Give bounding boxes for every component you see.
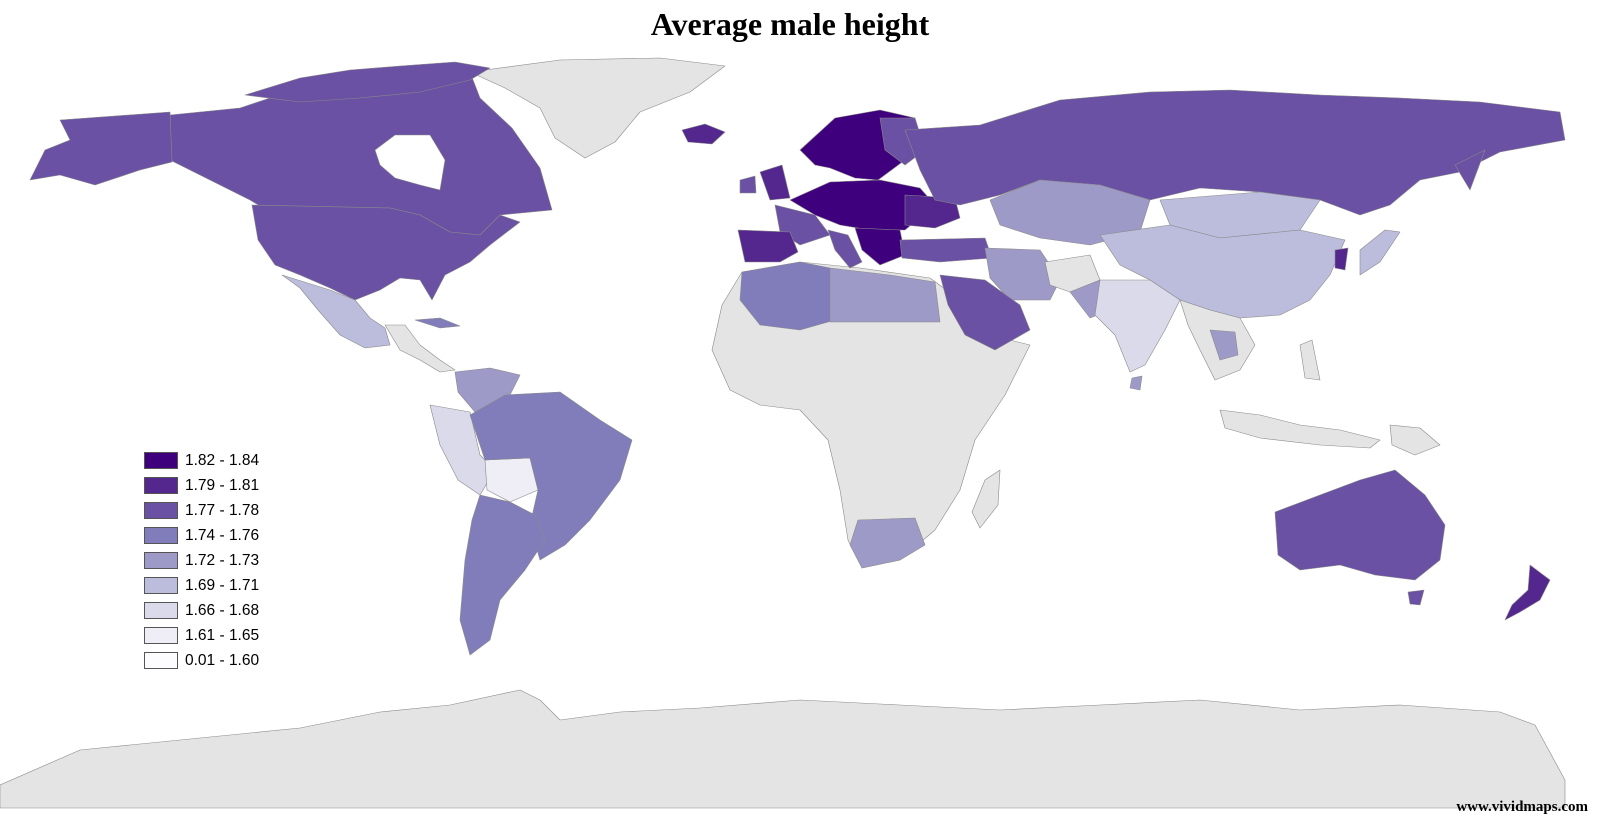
source-credit: www.vividmaps.com <box>1456 799 1588 815</box>
legend-label: 1.74 - 1.76 <box>185 526 260 544</box>
legend: 1.82 - 1.84 1.79 - 1.81 1.77 - 1.78 1.74… <box>144 448 259 673</box>
region-antarctica <box>0 689 1566 809</box>
legend-item: 1.77 - 1.78 <box>144 498 259 523</box>
region-central-america <box>384 324 456 373</box>
legend-swatch <box>144 552 178 569</box>
region-iran <box>984 247 1061 301</box>
region-cuba <box>414 317 461 329</box>
legend-swatch <box>144 577 178 594</box>
region-italy <box>827 229 863 269</box>
hudson-bay <box>374 134 446 191</box>
region-iberia <box>737 229 799 263</box>
legend-item: 0.01 - 1.60 <box>144 648 259 673</box>
region-brazil <box>469 391 633 561</box>
region-indonesia <box>1219 409 1381 449</box>
legend-swatch <box>144 627 178 644</box>
region-sri-lanka <box>1129 375 1143 391</box>
region-australia <box>1274 469 1446 581</box>
legend-item: 1.66 - 1.68 <box>144 598 259 623</box>
legend-label: 1.69 - 1.71 <box>185 576 260 594</box>
legend-item: 1.61 - 1.65 <box>144 623 259 648</box>
legend-item: 1.82 - 1.84 <box>144 448 259 473</box>
region-argentina <box>459 494 546 656</box>
legend-label: 1.72 - 1.73 <box>185 551 260 569</box>
legend-item: 1.69 - 1.71 <box>144 573 259 598</box>
legend-swatch <box>144 452 178 469</box>
map-title: Average male height <box>650 6 930 42</box>
region-japan <box>1359 229 1401 276</box>
region-russia <box>904 89 1566 216</box>
legend-item: 1.79 - 1.81 <box>144 473 259 498</box>
region-usa <box>251 204 521 301</box>
region-mexico <box>281 274 391 349</box>
region-kamchatka <box>1454 149 1486 191</box>
legend-item: 1.74 - 1.76 <box>144 523 259 548</box>
legend-label: 1.61 - 1.65 <box>185 626 260 644</box>
legend-label: 1.79 - 1.81 <box>185 476 260 494</box>
region-canada-islands <box>244 61 491 103</box>
region-new-guinea <box>1389 424 1441 456</box>
legend-swatch <box>144 527 178 544</box>
region-libya-egypt <box>829 267 941 323</box>
region-tasmania <box>1407 589 1425 606</box>
legend-swatch <box>144 477 178 494</box>
region-ireland <box>739 175 757 194</box>
region-uk <box>759 164 791 201</box>
region-madagascar <box>971 469 1001 529</box>
legend-label: 1.66 - 1.68 <box>185 601 260 619</box>
region-alaska <box>29 111 173 186</box>
legend-label: 0.01 - 1.60 <box>185 651 260 669</box>
region-arabia <box>939 274 1031 351</box>
legend-label: 1.77 - 1.78 <box>185 501 260 519</box>
region-south-africa <box>849 517 926 569</box>
region-turkey <box>899 237 993 263</box>
region-india <box>1094 279 1181 373</box>
legend-swatch <box>144 502 178 519</box>
region-balkans <box>854 227 906 266</box>
legend-item: 1.72 - 1.73 <box>144 548 259 573</box>
legend-swatch <box>144 602 178 619</box>
region-north-africa <box>739 261 836 331</box>
legend-swatch <box>144 652 178 669</box>
region-korea <box>1334 247 1349 271</box>
region-iceland <box>681 123 726 145</box>
region-thailand <box>1209 329 1239 361</box>
legend-label: 1.82 - 1.84 <box>185 451 260 469</box>
region-greenland <box>469 57 726 159</box>
region-philippines <box>1299 339 1321 381</box>
region-bolivia <box>484 457 539 503</box>
region-new-zealand <box>1504 564 1551 621</box>
